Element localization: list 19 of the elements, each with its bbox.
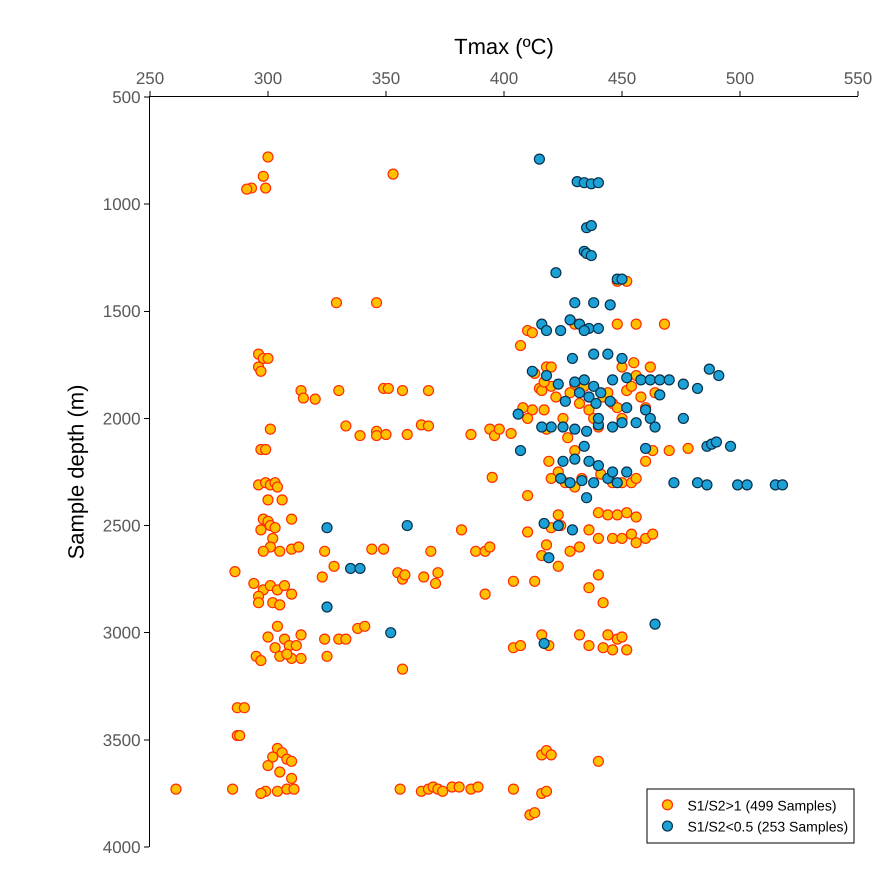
x-tick-label: 300 xyxy=(254,69,282,88)
y-tick-label: 1500 xyxy=(102,302,141,322)
x-tick-label: 350 xyxy=(372,69,400,88)
x-tick-label: 450 xyxy=(608,69,636,88)
x-tick-label: 500 xyxy=(726,69,754,88)
x-tick-label: 400 xyxy=(490,69,518,88)
y-tick-label: 2500 xyxy=(102,516,141,536)
x-tick-label: 550 xyxy=(844,69,872,88)
x-tick-label: 250 xyxy=(136,69,164,88)
y-axis-title: Sample depth (m) xyxy=(64,384,89,560)
y-tick-label: 3000 xyxy=(102,624,141,643)
legend-label: S1/S2>1 (499 Samples) xyxy=(687,797,836,814)
y-tick-label: 4000 xyxy=(102,838,141,857)
y-tick-label: 500 xyxy=(112,88,141,107)
legend-label: S1/S2<0.5 (253 Samples) xyxy=(687,818,848,835)
y-tick-label: 1000 xyxy=(102,195,141,214)
y-tick-label: 2000 xyxy=(102,409,141,428)
y-tick-label: 3500 xyxy=(102,730,141,750)
x-axis-title: Tmax (ºC) xyxy=(454,34,554,59)
